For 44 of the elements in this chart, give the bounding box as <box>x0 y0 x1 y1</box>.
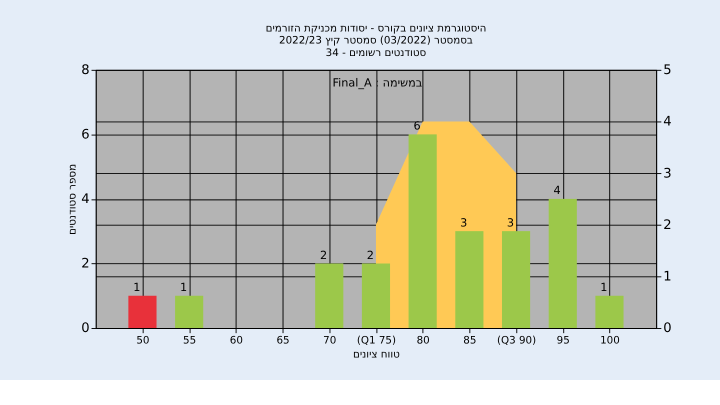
y2-tick-label: 5 <box>663 63 672 78</box>
y2-tick-label: 0 <box>663 321 672 336</box>
bar <box>548 198 577 328</box>
y-tick-label: 2 <box>81 256 90 272</box>
y-tick-label: 4 <box>81 192 90 208</box>
x-tick-label: 65 <box>276 334 290 346</box>
bar <box>502 231 530 328</box>
data-label: 2 <box>366 248 374 262</box>
text: היסטוגרמת ציונים בקורס - יסודות מכניקת הזורמים <box>266 22 486 34</box>
x-tick-label: 70 <box>323 334 336 346</box>
x-axis-title: טווח ציונים <box>353 348 400 361</box>
text: סטודנטים רשומים - 34 <box>326 46 426 59</box>
x-tick-label: 95 <box>556 334 570 346</box>
y2-tick-label: 2 <box>663 218 672 233</box>
x-tick-label: 60 <box>230 334 243 346</box>
bar <box>362 263 390 328</box>
bar <box>455 231 484 328</box>
data-label: 1 <box>133 281 140 294</box>
x-tick-label: (Q3 90) <box>496 334 536 346</box>
data-label: 2 <box>320 248 328 262</box>
data-label: 1 <box>600 281 608 294</box>
y2-tick-label: 1 <box>663 270 672 285</box>
y2-tick-label: 4 <box>663 114 672 130</box>
data-label: 1 <box>180 281 188 294</box>
x-tick-label: 50 <box>136 334 150 346</box>
y-tick-label: 0 <box>81 321 90 336</box>
bar <box>595 296 624 328</box>
y-tick-label: 8 <box>81 63 90 78</box>
data-label: 3 <box>506 216 514 230</box>
x-tick-label: 80 <box>416 334 430 346</box>
data-label: 4 <box>554 184 561 198</box>
data-label: 3 <box>460 216 468 230</box>
text: בסמסטר (03/2022) סמסטר קיץ 2022/23 <box>279 34 473 47</box>
x-tick-label: 85 <box>463 334 476 346</box>
x-tick-label: (Q1 75) <box>356 334 396 346</box>
y-tick-label: 6 <box>81 128 90 143</box>
x-tick-label: 55 <box>183 334 196 346</box>
y2-tick-label: 3 <box>663 166 672 182</box>
bar <box>128 296 157 328</box>
y-axis-title: מספר סטודנטים <box>66 164 79 235</box>
bar <box>315 263 344 328</box>
bar <box>175 296 204 328</box>
bar <box>408 134 437 328</box>
x-tick-label: 100 <box>600 334 620 346</box>
